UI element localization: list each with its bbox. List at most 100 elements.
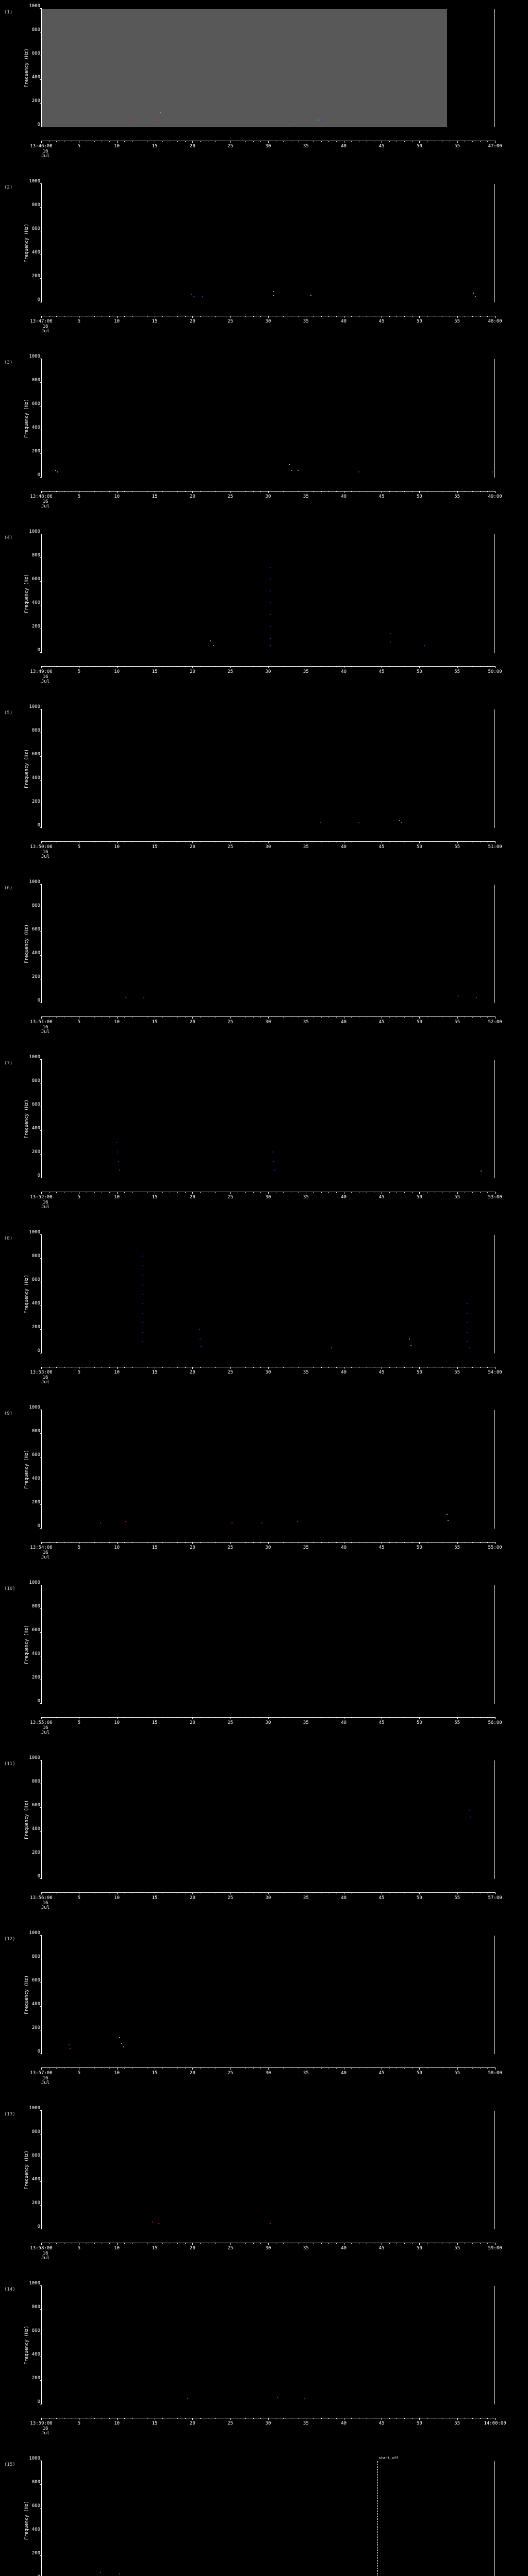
x-tick-mark-minor	[109, 316, 110, 317]
x-tick-mark-minor	[215, 316, 216, 317]
x-tick-label: 15	[152, 1545, 158, 1550]
y-tick-label: 0	[37, 122, 40, 127]
data-point	[273, 295, 275, 296]
x-tick-mark-minor	[389, 841, 390, 842]
data-point	[141, 1294, 143, 1295]
data-point	[423, 645, 425, 647]
x-tick-label: 40	[341, 1720, 347, 1725]
x-tick-mark-minor	[472, 1542, 473, 1543]
data-point	[358, 471, 359, 472]
x-tick-label: 55	[454, 2071, 460, 2076]
data-point	[467, 1322, 468, 1324]
x-tick-mark	[457, 1542, 458, 1544]
plot-area: 0 200 400 600 800 1000	[29, 1580, 495, 1704]
x-tick-label: 35	[303, 2071, 309, 2076]
x-tick-label: 5	[77, 1195, 81, 1200]
x-tick-label: 50	[416, 494, 422, 499]
x-tick-label: 55	[454, 669, 460, 674]
x-tick-mark-minor	[162, 2418, 163, 2419]
y-tick-mark	[40, 2181, 42, 2182]
y-tick-label: 400	[31, 951, 40, 956]
x-tick-mark	[419, 841, 420, 843]
data-point	[190, 293, 192, 295]
x-tick-mark	[419, 1717, 420, 1719]
x-tick-label: 50	[416, 1020, 422, 1025]
y-tick-label: 400	[31, 1126, 40, 1131]
y-tick-mark-minor	[41, 266, 42, 267]
x-tick-mark-minor	[351, 666, 352, 667]
x-tick-label: 35	[303, 2246, 309, 2251]
x-tick-mark	[41, 1717, 42, 1719]
x-tick-label: 30	[265, 2071, 271, 2076]
x-tick-mark-minor	[260, 1192, 261, 1193]
x-tick-mark	[41, 1016, 42, 1019]
x-tick-mark-minor	[321, 1717, 322, 1718]
x-tick-mark-minor	[472, 1016, 473, 1018]
x-tick-mark-minor	[487, 491, 488, 492]
plot-area: 0 200 400 600 800 1000	[29, 2106, 495, 2229]
date-label-month: Jul	[41, 2431, 50, 2436]
plot-area: 0 200 400 600 800 1000	[29, 1755, 495, 1879]
x-tick-mark-minor	[200, 1717, 201, 1718]
x-tick-mark-minor	[283, 1367, 284, 1368]
x-tick-mark-minor	[185, 1542, 186, 1543]
x-tick-mark	[457, 316, 458, 318]
x-tick-mark-minor	[487, 316, 488, 317]
x-tick-label: 13:48:00	[30, 494, 53, 499]
x-tick-mark-minor	[215, 2243, 216, 2244]
x-tick-mark	[419, 1016, 420, 1019]
x-tick-label: 55	[454, 1195, 460, 1200]
spectrogram-panel: (11) Frequency (Hz) 0 200 400 600 800 1000	[0, 1755, 528, 1879]
x-tick-mark	[268, 1717, 269, 1719]
x-tick-mark-minor	[389, 2067, 390, 2069]
x-tick-mark-minor	[177, 666, 178, 667]
y-tick-mark	[40, 1878, 42, 1879]
x-tick-label: 45	[378, 844, 385, 850]
x-tick-mark-minor	[94, 2243, 95, 2244]
x-tick-label: 40	[341, 1545, 347, 1550]
date-label-day: 16	[42, 2426, 48, 2431]
x-tick-mark-minor	[132, 1192, 133, 1193]
x-tick-mark-minor	[124, 666, 125, 667]
x-tick-mark	[495, 491, 496, 493]
y-tick-mark-minor	[41, 370, 42, 371]
x-tick-mark-minor	[283, 2067, 284, 2069]
x-tick-mark-minor	[124, 1192, 125, 1193]
y-tick-label: 1000	[29, 2456, 40, 2461]
x-tick-label: 35	[303, 2421, 309, 2426]
x-tick-mark-minor	[404, 1542, 405, 1543]
y-tick-label: 600	[31, 1277, 40, 1282]
x-tick-mark	[192, 2067, 193, 2070]
x-tick-label: 55	[454, 844, 460, 850]
x-tick-mark	[419, 2067, 420, 2070]
x-tick-mark-minor	[480, 316, 481, 317]
x-tick-mark-minor	[56, 2243, 57, 2244]
x-tick-label: 30	[265, 1370, 271, 1375]
x-tick-mark	[495, 316, 496, 318]
x-tick-label: 25	[227, 1720, 234, 1725]
x-tick-mark-minor	[245, 1542, 246, 1543]
x-tick-mark-minor	[480, 666, 481, 667]
data-point	[270, 645, 271, 647]
x-tick-mark	[117, 316, 118, 318]
x-tick-mark-minor	[94, 841, 95, 842]
x-tick-mark-minor	[48, 316, 50, 317]
x-tick-label: 50	[416, 2246, 422, 2251]
x-tick-mark	[457, 841, 458, 843]
date-label-month: Jul	[41, 504, 50, 509]
x-tick-mark-minor	[389, 1542, 390, 1543]
x-tick-label: 35	[303, 1370, 309, 1375]
x-tick-mark-minor	[260, 2067, 261, 2069]
x-tick-mark-minor	[185, 1192, 186, 1193]
x-tick-mark	[41, 1542, 42, 1544]
x-tick-mark-minor	[215, 841, 216, 842]
x-tick-mark-minor	[321, 841, 322, 842]
x-tick-mark	[230, 666, 231, 668]
x-tick-mark-minor	[480, 1016, 481, 1018]
plot-area: 0 200 400 600 800 1000	[29, 4, 495, 127]
data-point	[121, 2043, 122, 2044]
x-tick-label: 55:00	[488, 1545, 502, 1550]
y-tick-mark	[40, 278, 42, 279]
x-tick-mark-minor	[487, 1367, 488, 1368]
data-point	[143, 996, 144, 998]
